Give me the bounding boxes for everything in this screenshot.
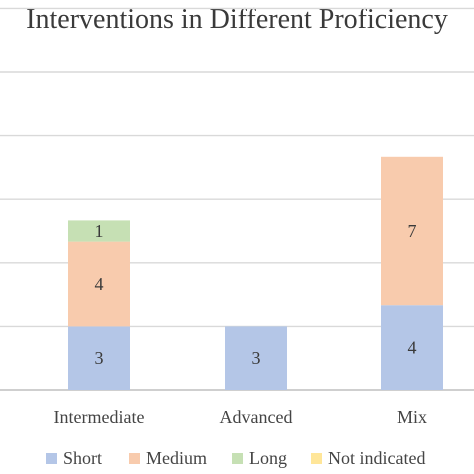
data-label-medium: 4 xyxy=(95,274,104,294)
legend-label-medium: Medium xyxy=(146,448,207,468)
legend-swatch-not-indicated xyxy=(311,453,322,464)
bar-segment-short xyxy=(68,326,130,390)
data-label-short: 4 xyxy=(408,338,417,358)
bars: 3 4 1 3 4 7 xyxy=(68,156,443,390)
legend-swatch-short xyxy=(46,453,57,464)
category-labels: Intermediate Advanced Mix xyxy=(54,407,427,427)
legend: Short Medium Long Not indicated xyxy=(46,448,425,468)
legend-label-short: Short xyxy=(63,448,102,468)
data-label-short: 3 xyxy=(95,348,104,368)
legend-swatch-long xyxy=(232,453,243,464)
data-label-medium: 7 xyxy=(408,221,417,241)
bar-segment-short xyxy=(225,326,287,390)
bar-segment-long xyxy=(68,220,130,242)
category-label: Advanced xyxy=(220,407,293,427)
bar-segment-medium xyxy=(68,241,130,327)
chart-title: Interventions in Different Proficiency xyxy=(26,4,448,35)
category-label: Intermediate xyxy=(54,407,145,427)
data-label-long: 1 xyxy=(95,221,104,241)
data-label-short: 3 xyxy=(252,348,261,368)
legend-swatch-medium xyxy=(129,453,140,464)
legend-label-long: Long xyxy=(249,448,287,468)
category-label: Mix xyxy=(397,407,427,427)
bar-segment-medium xyxy=(381,156,443,306)
bar-segment-short xyxy=(381,305,443,390)
legend-label-not-indicated: Not indicated xyxy=(328,448,425,468)
